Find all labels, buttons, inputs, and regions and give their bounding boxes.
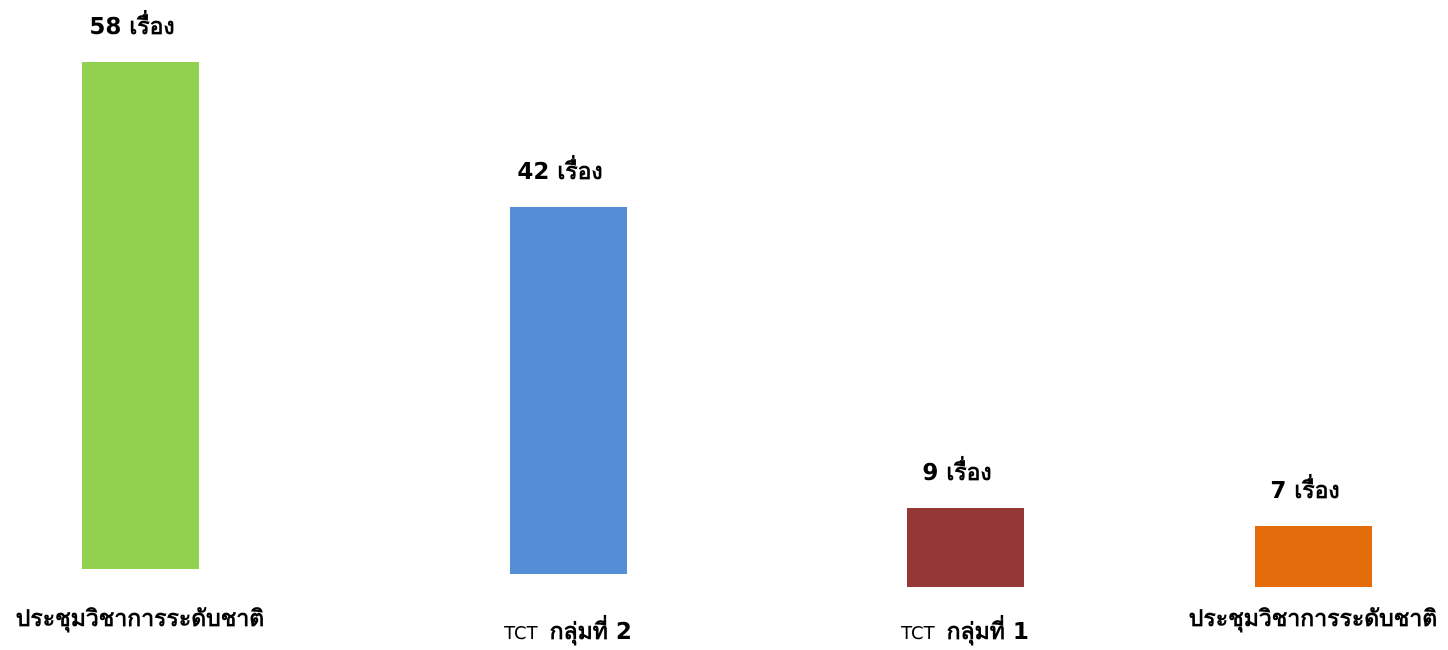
category-text: กลุ่มที่ 2 — [549, 619, 632, 645]
bar-1 — [81, 62, 199, 569]
category-text: ประชุมวิชาการระดับชาติ — [1188, 606, 1438, 632]
value-label-2: 42 เรื่อง — [517, 159, 603, 185]
value-label-4: 7 เรื่อง — [1270, 478, 1340, 504]
bar-2 — [509, 207, 627, 574]
category-text: กลุ่มที่ 1 — [946, 619, 1029, 645]
category-prefix: TCT — [901, 623, 935, 644]
category-label-1: ประชุมวิชาการระดับชาติ — [16, 604, 264, 634]
bar-3 — [906, 508, 1024, 587]
value-label-1: 58 เรื่อง — [89, 14, 175, 40]
category-label-4: ประชุมวิชาการระดับชาติ — [1189, 604, 1437, 634]
category-label-3: TCT กลุ่มที่ 1 — [901, 617, 1029, 649]
category-prefix: TCT — [504, 623, 538, 644]
category-text: ประชุมวิชาการระดับชาติ — [15, 606, 265, 632]
bar-4 — [1254, 526, 1372, 587]
value-label-3: 9 เรื่อง — [922, 460, 992, 486]
category-label-2: TCT กลุ่มที่ 2 — [504, 617, 632, 649]
